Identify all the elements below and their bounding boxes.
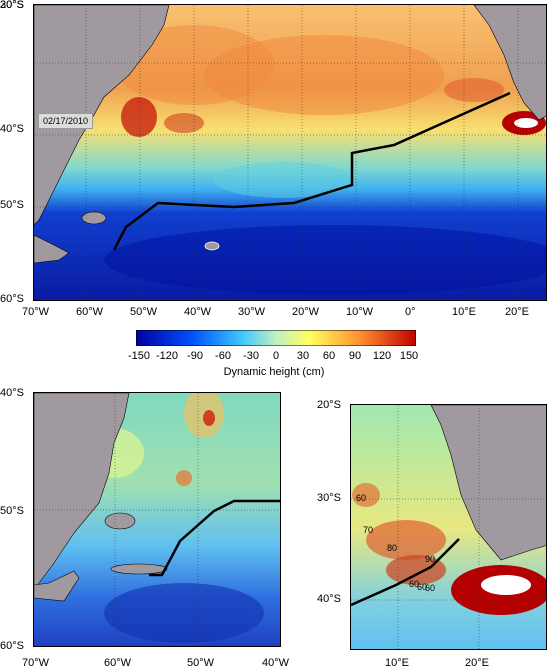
colorbar-tick: -90: [187, 350, 203, 362]
date-label: 02/17/2010: [38, 113, 94, 129]
bottom-right-map: 70 80 60 60 60 60 90: [350, 404, 547, 650]
falklands: [104, 512, 136, 530]
lat-label: 20°S: [317, 399, 341, 411]
lat-label: 20°S: [0, 0, 24, 11]
colorbar-tick: 30: [296, 350, 310, 362]
lon-label: 30°W: [238, 306, 266, 318]
contour-label: 70: [363, 525, 373, 535]
contour-label: 60: [356, 493, 366, 503]
lat-label: 40°S: [0, 123, 24, 135]
lat-label: 40°S: [317, 593, 341, 605]
lon-label: 10°E: [385, 657, 409, 669]
africa-land: [473, 5, 546, 121]
lon-label: 20°W: [292, 306, 320, 318]
top-map: 02/17/2010: [33, 4, 547, 301]
lat-label: 50°S: [0, 505, 24, 517]
lat-label: 40°S: [0, 387, 24, 399]
lon-label: 50°W: [187, 657, 215, 669]
colorbar-tick: -30: [243, 350, 259, 362]
bottom-left-map: [33, 392, 281, 647]
colorbar-tick: 150: [399, 350, 419, 362]
lon-label: 70°W: [22, 306, 50, 318]
lon-label: 10°E: [452, 306, 476, 318]
lon-label: 70°W: [22, 657, 50, 669]
south-america-land: [34, 5, 170, 226]
lon-label: 50°W: [130, 306, 158, 318]
lon-label: 60°W: [104, 657, 132, 669]
lon-label: 60°W: [76, 306, 104, 318]
lat-label: 60°S: [0, 640, 24, 652]
lat-label: 30°S: [0, 0, 24, 11]
lon-label: 20°E: [505, 306, 529, 318]
colorbar-tick: -150: [127, 350, 151, 362]
top-map-canvas: [34, 5, 546, 300]
africa-land: [430, 405, 546, 561]
lat-label: 30°S: [317, 492, 341, 504]
lat-label: 50°S: [0, 199, 24, 211]
section-line: [351, 538, 460, 607]
lon-label: 0°: [405, 306, 416, 318]
section-line: [149, 499, 280, 577]
colorbar-tick: 60: [322, 350, 336, 362]
lon-label: 20°E: [465, 657, 489, 669]
contour-label: 60: [417, 582, 427, 592]
colorbar: [136, 330, 416, 346]
falklands: [81, 211, 107, 225]
bottom-right-canvas: 70 80 60 60 60 60 90: [351, 405, 546, 649]
colorbar-tick: 90: [348, 350, 362, 362]
south-georgia: [204, 241, 220, 251]
colorbar-title: Dynamic height (cm): [223, 366, 325, 378]
colorbar-tick: -60: [215, 350, 231, 362]
contour-labels: 70 80 60 60 60 60 90: [356, 493, 435, 593]
lat-label: 60°S: [0, 293, 24, 305]
colorbar-tick: 0: [272, 350, 280, 362]
section-line: [112, 91, 511, 251]
lon-label: 10°W: [346, 306, 374, 318]
contour-label: 90: [425, 554, 435, 564]
lon-label: 40°W: [262, 657, 290, 669]
lon-label: 40°W: [184, 306, 212, 318]
contour-label: 80: [387, 543, 397, 553]
colorbar-tick: 120: [372, 350, 392, 362]
bottom-left-canvas: [34, 393, 280, 646]
contour-label: 60: [409, 579, 419, 589]
contour-label: 60: [425, 583, 435, 593]
colorbar-tick: -120: [155, 350, 179, 362]
